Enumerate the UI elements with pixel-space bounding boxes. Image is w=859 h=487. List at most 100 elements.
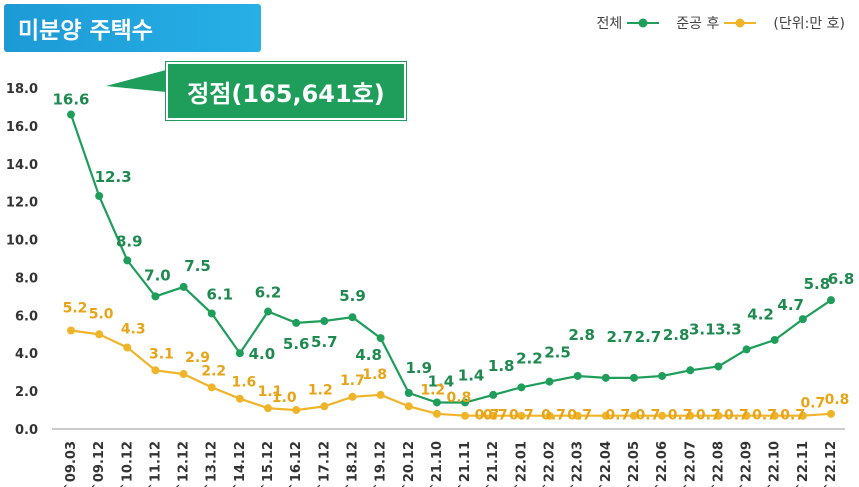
data-point <box>123 256 132 265</box>
y-tick-label: 18.0 <box>6 82 38 97</box>
data-label-total: 8.9 <box>116 232 143 250</box>
data-label-completed: 0.8 <box>825 392 850 408</box>
data-point <box>292 318 301 327</box>
data-label-completed: 0.8 <box>447 390 472 406</box>
series-line <box>69 114 832 404</box>
data-point <box>714 411 723 420</box>
data-point <box>67 110 75 119</box>
x-tick-label: `21.10 <box>430 441 445 487</box>
y-tick-label: 12.0 <box>6 196 38 211</box>
data-label-completed: 0.7 <box>605 408 630 424</box>
data-label-completed: 1.0 <box>272 390 297 406</box>
data-point <box>95 330 104 339</box>
data-label-total: 1.8 <box>488 357 515 375</box>
data-label-completed: 2.9 <box>185 350 210 366</box>
data-label-completed: 4.3 <box>121 322 146 338</box>
y-tick-label: 0.0 <box>15 423 38 438</box>
x-tick-label: `18.12 <box>345 441 360 487</box>
data-label-total: 2.8 <box>663 326 690 344</box>
data-label-total: 12.3 <box>95 168 132 186</box>
data-label-total: 4.2 <box>747 305 774 323</box>
data-label-total: 2.7 <box>635 328 662 346</box>
x-tick-label: `09.12 <box>92 441 107 487</box>
data-point <box>123 343 132 352</box>
data-point <box>601 373 610 382</box>
data-point <box>573 371 582 380</box>
data-label-completed: 0.7 <box>780 408 805 424</box>
data-point <box>798 315 807 324</box>
data-label-total: 4.7 <box>777 296 804 314</box>
data-point <box>770 411 779 420</box>
x-tick-label: `13.12 <box>205 441 220 487</box>
x-tick-label: `22.04 <box>599 441 614 487</box>
data-label-total: 7.5 <box>184 257 211 275</box>
peak-annotation: 정점(165,641호) <box>166 62 406 120</box>
data-point <box>95 191 104 200</box>
x-tick-label: `15.12 <box>261 441 276 487</box>
data-point <box>489 390 498 399</box>
data-point <box>742 411 751 420</box>
x-tick-label: `22.03 <box>571 441 586 487</box>
data-point <box>461 398 470 407</box>
legend-line-yellow-icon <box>724 18 757 28</box>
data-point <box>348 392 357 401</box>
data-point <box>517 411 526 420</box>
y-tick-label: 14.0 <box>6 158 38 173</box>
chart-title: 미분양 주택수 <box>4 4 261 52</box>
x-tick-label: `16.12 <box>289 441 304 487</box>
data-point <box>235 394 244 403</box>
x-tick-label: `14.12 <box>233 441 248 487</box>
data-point <box>545 411 554 420</box>
legend-item-total: 전체 <box>597 13 661 33</box>
data-label-total: 5.6 <box>283 335 310 353</box>
x-tick-label: `22.10 <box>768 441 783 487</box>
data-point <box>320 317 329 326</box>
data-point <box>573 411 582 420</box>
data-label-total: 5.8 <box>804 275 831 293</box>
legend-line-green-icon <box>627 18 660 28</box>
legend: 전체 준공 후 (단위:만 호) <box>597 13 845 33</box>
x-tick-label: `22.02 <box>543 441 558 487</box>
data-label-total: 2.2 <box>516 349 543 367</box>
data-label-completed: 0.7 <box>724 408 749 424</box>
x-tick-label: `20.12 <box>402 441 417 487</box>
data-point <box>489 411 498 420</box>
data-label-completed: 0.7 <box>668 408 693 424</box>
data-label-total: 4.8 <box>355 346 382 364</box>
data-point <box>658 411 667 420</box>
data-label-total: 16.6 <box>52 91 89 109</box>
data-label-total: 1.4 <box>458 366 485 384</box>
data-label-total: 5.9 <box>339 287 366 305</box>
data-label-total: 3.1 <box>689 320 716 338</box>
data-label-total: 6.8 <box>828 270 855 288</box>
legend-label-total: 전체 <box>596 16 623 32</box>
data-point <box>545 377 554 386</box>
data-point <box>770 335 779 344</box>
data-point <box>179 370 188 379</box>
data-label-completed: 0.7 <box>483 408 508 424</box>
data-label-total: 5.7 <box>311 333 338 351</box>
data-point <box>151 366 160 375</box>
data-point <box>827 296 835 305</box>
x-tick-label: `22.12 <box>824 441 839 487</box>
data-label-completed: 1.1 <box>258 384 283 400</box>
x-tick-label: `22.01 <box>514 441 529 487</box>
x-tick-label: `11.12 <box>148 441 163 487</box>
x-tick-label: `10.12 <box>120 441 135 487</box>
axes: 0.0 2.0 4.0 6.0 8.0 10.0 12.0 14.0 16.0 18.0 `09.0… <box>6 82 845 487</box>
data-point <box>207 383 216 392</box>
data-label-completed: 1.2 <box>420 382 445 398</box>
y-tick-label: 16.0 <box>6 120 38 135</box>
data-point <box>264 404 273 413</box>
data-point <box>376 334 385 343</box>
data-point <box>798 411 807 420</box>
series-lines <box>69 114 832 417</box>
peak-callout <box>106 70 166 92</box>
data-point <box>404 402 413 411</box>
data-label-completed: 0.7 <box>541 408 566 424</box>
x-tick-label: `17.12 <box>317 441 332 487</box>
y-tick-label: 6.0 <box>15 309 38 324</box>
x-tick-label: `19.12 <box>374 441 389 487</box>
data-point <box>629 411 638 420</box>
